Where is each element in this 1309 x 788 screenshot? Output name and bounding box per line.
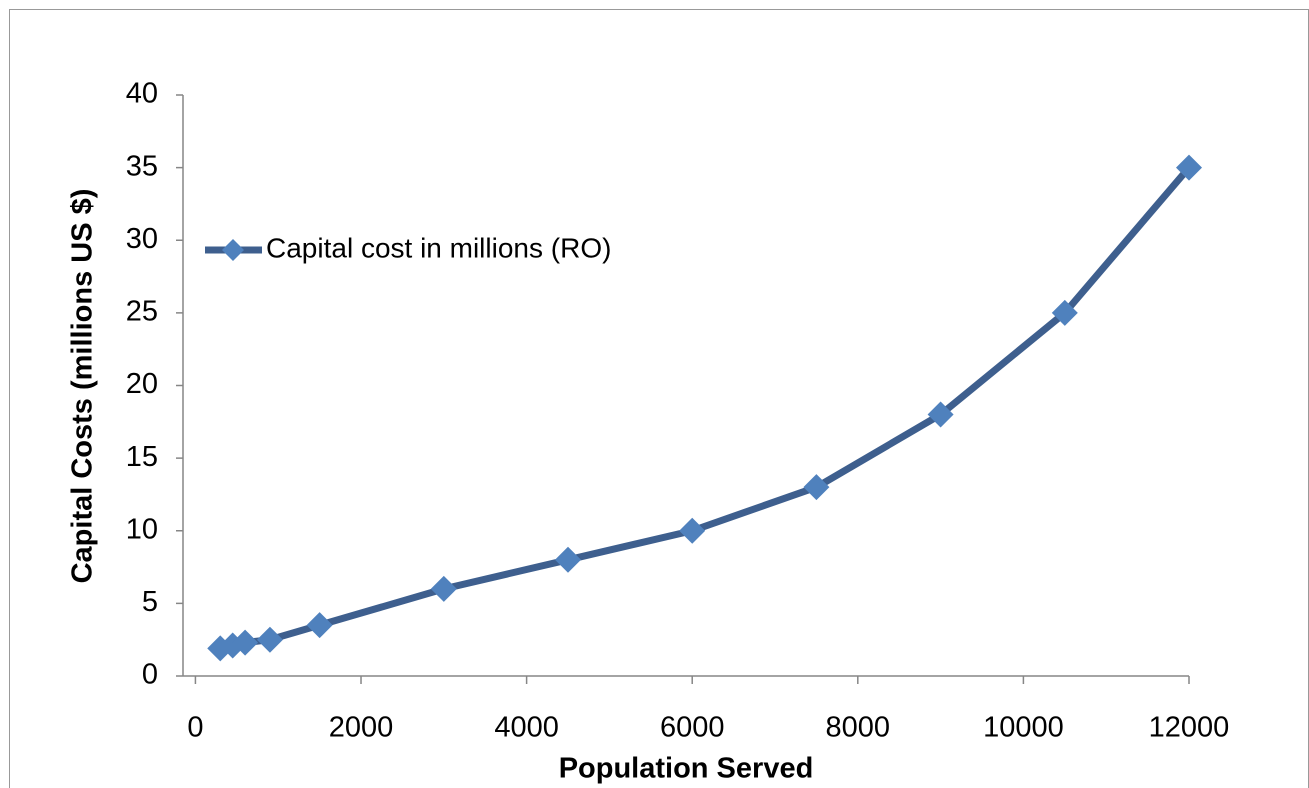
x-tick-label: 4000 [494, 712, 559, 744]
x-tick-label: 0 [187, 712, 203, 744]
data-point [306, 612, 333, 639]
data-point [256, 626, 283, 653]
data-point [803, 474, 830, 501]
y-tick-label: 30 [126, 223, 158, 255]
x-tick-label: 6000 [660, 712, 725, 744]
y-tick-label: 15 [126, 441, 158, 473]
data-point [1176, 154, 1202, 181]
x-tick-label: 8000 [826, 712, 891, 744]
legend-label: Capital cost in millions (RO) [266, 232, 611, 263]
data-point [1051, 299, 1078, 326]
data-point [430, 575, 457, 602]
x-tick-label: 2000 [329, 712, 394, 744]
y-tick-label: 35 [126, 150, 158, 182]
chart-border [9, 9, 1309, 788]
y-tick-label: 5 [142, 586, 158, 618]
data-point [927, 401, 954, 428]
y-tick-label: 40 [126, 78, 158, 110]
x-tick-label: 12000 [1149, 712, 1230, 744]
x-axis-title: Population Served [559, 753, 814, 785]
legend-marker [222, 239, 244, 261]
y-tick-label: 20 [126, 368, 158, 400]
y-tick-label: 0 [142, 659, 158, 691]
data-point [232, 629, 259, 656]
y-axis-title: Capital Costs (millions US $) [67, 189, 99, 584]
data-point [555, 546, 582, 573]
x-tick-label: 10000 [983, 712, 1064, 744]
y-tick-label: 25 [126, 296, 158, 328]
y-tick-label: 10 [126, 513, 158, 545]
data-point [679, 517, 706, 544]
